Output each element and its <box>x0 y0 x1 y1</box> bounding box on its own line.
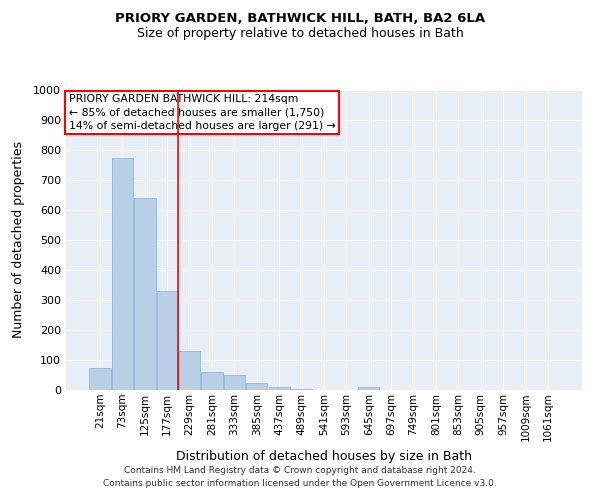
Bar <box>179 351 200 390</box>
Bar <box>157 291 178 390</box>
Bar <box>202 372 223 390</box>
Text: PRIORY GARDEN BATHWICK HILL: 214sqm
← 85% of detached houses are smaller (1,750): PRIORY GARDEN BATHWICK HILL: 214sqm ← 85… <box>68 94 335 131</box>
Bar <box>89 368 111 390</box>
X-axis label: Distribution of detached houses by size in Bath: Distribution of detached houses by size … <box>176 450 472 462</box>
Bar <box>291 388 312 390</box>
Y-axis label: Number of detached properties: Number of detached properties <box>12 142 25 338</box>
Text: Size of property relative to detached houses in Bath: Size of property relative to detached ho… <box>137 28 463 40</box>
Bar <box>358 387 379 390</box>
Text: PRIORY GARDEN, BATHWICK HILL, BATH, BA2 6LA: PRIORY GARDEN, BATHWICK HILL, BATH, BA2 … <box>115 12 485 26</box>
Bar <box>134 198 155 390</box>
Bar <box>269 387 290 390</box>
Text: Contains HM Land Registry data © Crown copyright and database right 2024.
Contai: Contains HM Land Registry data © Crown c… <box>103 466 497 487</box>
Bar <box>246 382 268 390</box>
Bar <box>112 158 133 390</box>
Bar <box>224 375 245 390</box>
